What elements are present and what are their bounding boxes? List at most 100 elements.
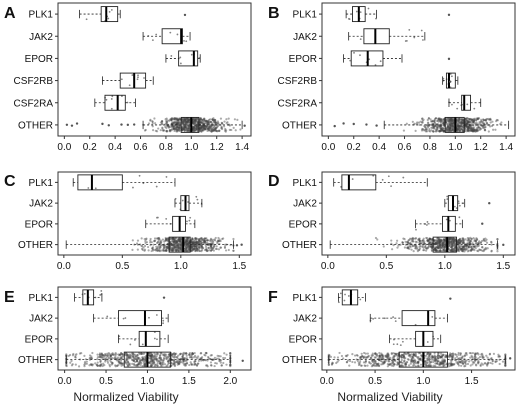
data-point bbox=[181, 127, 184, 131]
data-point bbox=[393, 352, 397, 355]
data-point bbox=[450, 125, 453, 128]
data-point bbox=[449, 126, 452, 129]
data-point bbox=[187, 119, 190, 122]
data-point bbox=[452, 237, 455, 240]
data-point bbox=[461, 118, 464, 121]
data-point bbox=[186, 220, 188, 223]
data-point bbox=[425, 123, 428, 127]
data-point bbox=[171, 245, 174, 248]
data-point bbox=[187, 118, 191, 121]
data-point bbox=[348, 17, 350, 20]
data-point bbox=[176, 118, 179, 121]
data-point bbox=[407, 364, 411, 367]
data-point bbox=[151, 361, 154, 364]
outlier-point bbox=[240, 243, 243, 246]
box-other bbox=[65, 236, 235, 253]
data-point bbox=[492, 352, 496, 355]
data-point bbox=[467, 125, 470, 128]
data-point bbox=[491, 359, 495, 363]
data-point bbox=[475, 238, 479, 241]
data-point bbox=[409, 246, 412, 249]
data-point bbox=[435, 242, 438, 245]
data-point bbox=[420, 29, 423, 32]
data-point bbox=[483, 248, 486, 251]
data-point bbox=[489, 117, 492, 120]
data-point bbox=[156, 249, 159, 252]
data-point bbox=[466, 117, 469, 120]
data-point bbox=[187, 129, 190, 133]
data-point bbox=[173, 246, 176, 249]
data-point bbox=[197, 359, 201, 362]
y-tick-label-other: OTHER bbox=[18, 355, 53, 366]
data-point bbox=[439, 119, 442, 122]
data-point bbox=[449, 219, 451, 222]
data-point bbox=[187, 124, 190, 127]
iqr-box bbox=[100, 6, 119, 23]
data-point bbox=[489, 121, 492, 124]
data-point bbox=[379, 60, 382, 63]
data-point bbox=[392, 360, 395, 364]
data-point bbox=[467, 120, 470, 123]
data-point bbox=[206, 121, 209, 124]
data-point bbox=[227, 117, 230, 120]
data-point bbox=[454, 357, 457, 360]
data-point bbox=[439, 125, 442, 128]
data-point bbox=[471, 247, 474, 250]
data-point bbox=[467, 118, 471, 121]
data-point bbox=[452, 122, 455, 125]
data-point bbox=[452, 239, 455, 242]
data-point bbox=[119, 359, 123, 362]
data-point bbox=[467, 249, 471, 252]
data-point bbox=[165, 119, 168, 123]
outlier-point bbox=[365, 123, 368, 126]
data-point bbox=[428, 241, 432, 244]
data-point bbox=[195, 123, 199, 126]
data-point bbox=[450, 242, 453, 246]
data-point bbox=[170, 247, 173, 250]
data-point bbox=[98, 355, 101, 358]
data-point bbox=[160, 123, 163, 126]
data-point bbox=[83, 364, 86, 368]
data-point bbox=[156, 364, 159, 367]
data-point bbox=[353, 51, 355, 54]
data-point bbox=[437, 120, 440, 123]
data-point bbox=[212, 245, 216, 248]
data-point bbox=[208, 123, 212, 127]
data-point bbox=[473, 238, 476, 241]
data-point bbox=[165, 239, 168, 242]
data-point bbox=[441, 244, 445, 247]
outlier-point bbox=[101, 122, 104, 126]
data-point bbox=[448, 123, 452, 126]
data-point bbox=[481, 363, 485, 366]
data-point bbox=[179, 352, 182, 356]
data-point bbox=[172, 126, 175, 129]
data-point bbox=[458, 129, 462, 133]
data-point bbox=[192, 126, 196, 129]
outlier-point bbox=[447, 57, 451, 61]
data-point bbox=[449, 117, 452, 121]
outlier-point bbox=[162, 296, 166, 299]
data-point bbox=[482, 249, 485, 253]
data-point bbox=[151, 39, 154, 42]
data-point bbox=[165, 247, 169, 250]
data-point bbox=[428, 127, 431, 131]
data-point bbox=[438, 241, 441, 244]
data-point bbox=[438, 129, 441, 132]
data-point bbox=[194, 128, 197, 131]
data-point bbox=[465, 125, 469, 128]
data-point bbox=[177, 239, 180, 243]
data-point bbox=[171, 237, 175, 240]
data-point bbox=[220, 125, 223, 128]
data-point bbox=[464, 117, 468, 120]
data-point bbox=[442, 129, 445, 132]
data-point bbox=[213, 118, 216, 121]
data-point bbox=[452, 240, 455, 244]
data-point bbox=[432, 130, 435, 133]
data-point bbox=[439, 129, 442, 133]
data-point bbox=[199, 117, 202, 120]
data-point bbox=[195, 240, 198, 243]
data-point bbox=[192, 127, 195, 130]
data-point bbox=[460, 247, 463, 250]
data-point bbox=[366, 364, 369, 367]
data-point bbox=[191, 244, 194, 248]
